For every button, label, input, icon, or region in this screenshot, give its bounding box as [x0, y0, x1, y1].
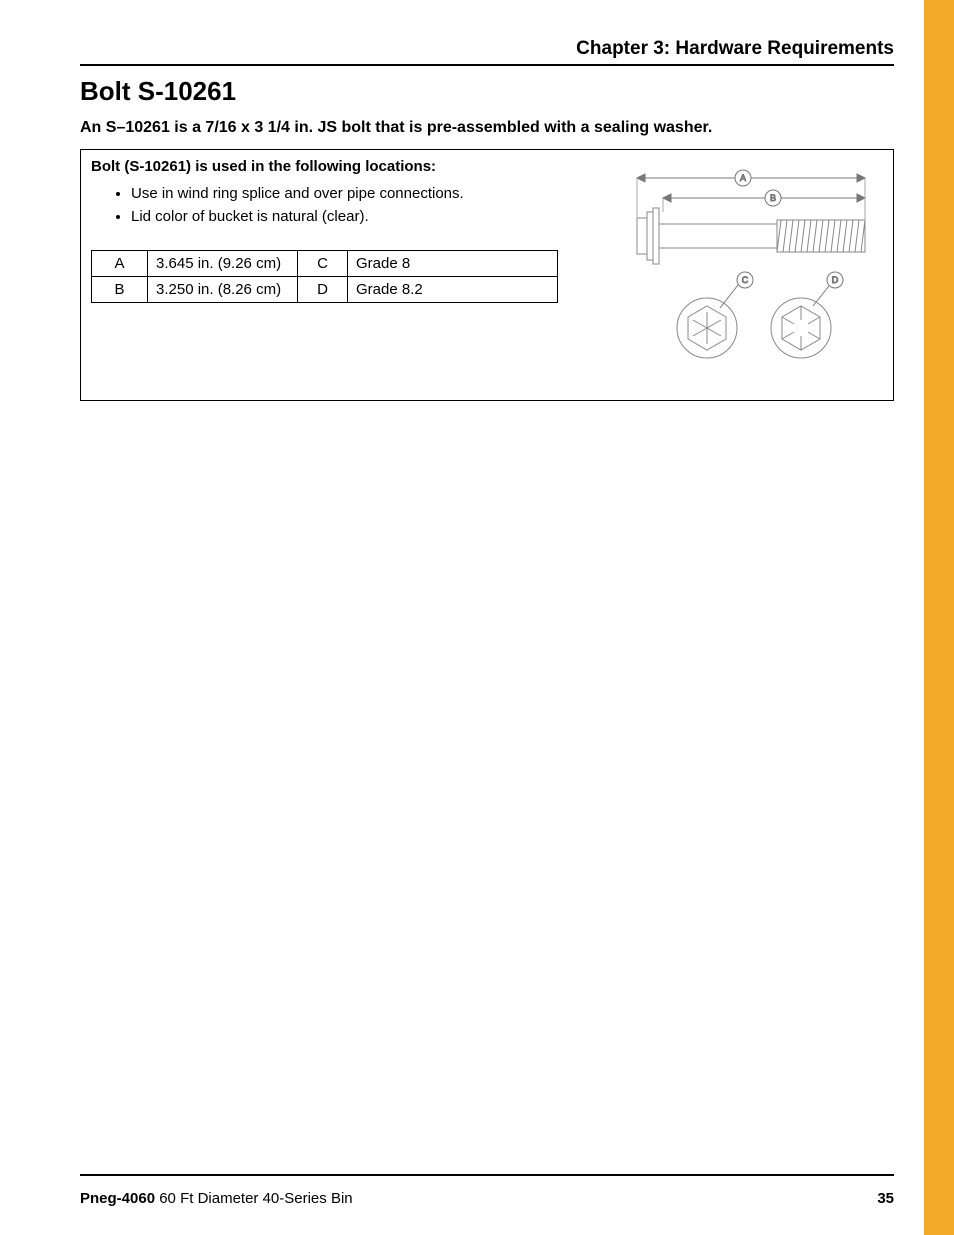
table-row: B 3.250 in. (8.26 cm) D Grade 8.2	[92, 277, 558, 303]
page-number: 35	[877, 1190, 894, 1207]
cell-a-label: A	[92, 251, 148, 277]
chapter-heading: Chapter 3: Hardware Requirements	[80, 38, 894, 64]
footer-doc-id: Pneg-4060	[80, 1190, 155, 1207]
callout-d: D	[832, 275, 839, 285]
cell-c-value: Grade 8	[348, 251, 558, 277]
cell-c-label: C	[298, 251, 348, 277]
spec-box: Bolt (S-10261) is used in the following …	[80, 149, 894, 401]
table-row: A 3.645 in. (9.26 cm) C Grade 8	[92, 251, 558, 277]
chapter-rule	[80, 64, 894, 66]
bolt-diagram: A B	[625, 168, 875, 378]
footer-doc-title: 60 Ft Diameter 40-Series Bin	[155, 1190, 353, 1207]
cell-b-label: B	[92, 277, 148, 303]
footer-doc-ref: Pneg-4060 60 Ft Diameter 40-Series Bin	[80, 1190, 353, 1207]
page-title: Bolt S-10261	[80, 76, 894, 107]
callout-b: B	[770, 193, 776, 203]
cell-d-label: D	[298, 277, 348, 303]
cell-b-value: 3.250 in. (8.26 cm)	[148, 277, 298, 303]
page-subtitle: An S–10261 is a 7/16 x 3 1/4 in. JS bolt…	[80, 119, 894, 137]
page-footer: Pneg-4060 60 Ft Diameter 40-Series Bin 3…	[80, 1174, 894, 1207]
spec-table: A 3.645 in. (9.26 cm) C Grade 8 B 3.250 …	[91, 250, 558, 303]
callout-c: C	[742, 275, 749, 285]
cell-d-value: Grade 8.2	[348, 277, 558, 303]
callout-a: A	[740, 173, 746, 183]
footer-rule	[80, 1174, 894, 1176]
cell-a-value: 3.645 in. (9.26 cm)	[148, 251, 298, 277]
side-accent-bar	[924, 0, 954, 1235]
